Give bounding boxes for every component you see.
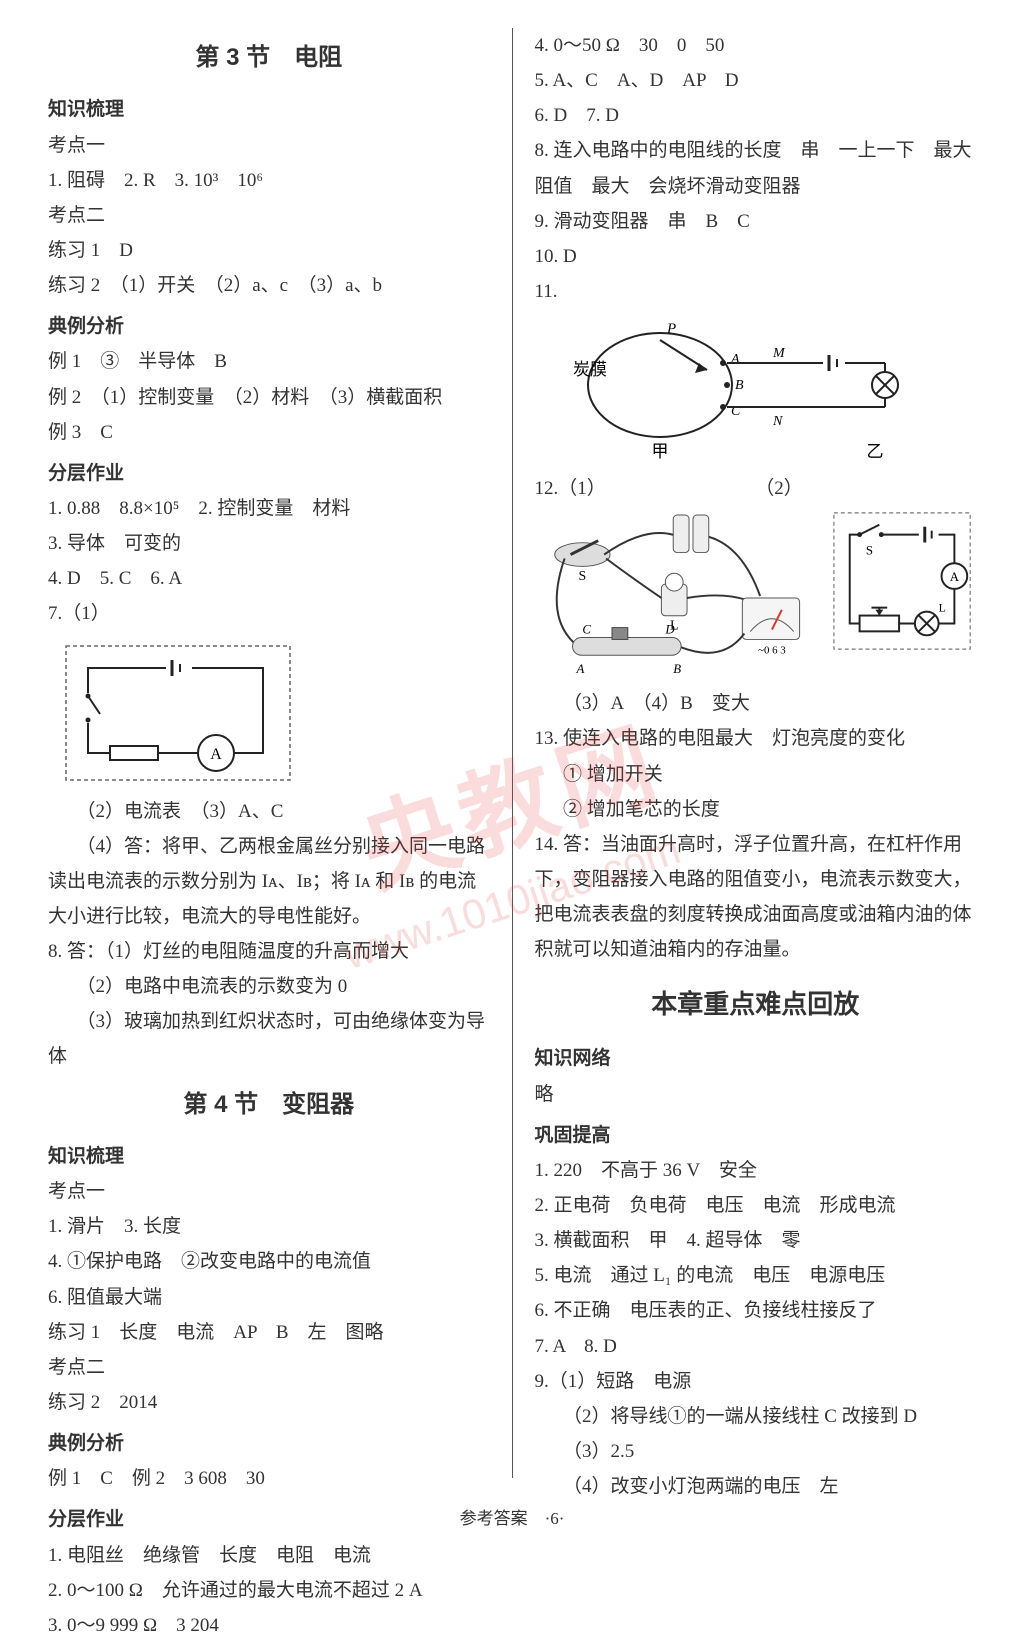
svg-text:S: S	[866, 544, 873, 558]
svg-text:C: C	[582, 623, 591, 637]
r-line12: ② 增加笔芯的长度	[535, 792, 977, 827]
kaodian-2-head: 考点二	[48, 198, 490, 233]
s4-dl-l1: 例 1 C 例 2 3 608 30	[48, 1461, 490, 1496]
kd2-line1: 练习 1 D	[48, 233, 490, 268]
svg-text:A: A	[575, 662, 584, 676]
heading-dianlifenxi-2: 典例分析	[48, 1426, 490, 1461]
rv-l9: （3）2.5	[535, 1434, 977, 1469]
s4-kd1-head: 考点一	[48, 1174, 490, 1209]
svg-text:B: B	[735, 378, 744, 393]
rv-l5: 6. 不正确 电压表的正、负接线柱接反了	[535, 1293, 977, 1328]
diagram-12-photo: S L ~0 6 3 C D	[535, 506, 816, 686]
r-line11: ① 增加开关	[535, 757, 977, 792]
s4-kd1-l2: 4. ①保护电路 ②改变电路中的电流值	[48, 1244, 490, 1279]
diagram-12: S L ~0 6 3 C D	[535, 506, 977, 686]
r-line6: 10. D	[535, 239, 977, 274]
r-line2: 5. A、C A、D AP D	[535, 63, 977, 98]
s4-kd1-l3: 6. 阻值最大端	[48, 1280, 490, 1315]
fc-line8: （2）电路中电流表的示数变为 0	[48, 969, 490, 1004]
s4-kd1-l1: 1. 滑片 3. 长度	[48, 1209, 490, 1244]
s4-kd1-l4: 练习 1 长度 电流 AP B 左 图略	[48, 1315, 490, 1350]
rv-zswl-l1: 略	[535, 1077, 977, 1112]
fc-line5: （2）电流表 （3）A、C	[48, 794, 490, 829]
rv-l4: 5. 电流 通过 L₁ 的电流 电压 电源电压	[535, 1258, 977, 1293]
r-line8a: 12.（1）	[535, 471, 756, 506]
fc-line4: 7.（1）	[48, 596, 490, 631]
svg-text:A: A	[950, 570, 960, 584]
kd2-line2: 练习 2 （1）开关 （2）a、c （3）a、b	[48, 268, 490, 303]
rv-l2: 2. 正电荷 负电荷 电压 电流 形成电流	[535, 1188, 977, 1223]
heading-zhishishuli-2: 知识梳理	[48, 1139, 490, 1174]
r-line7: 11.	[535, 274, 977, 309]
review-title: 本章重点难点回放	[535, 981, 977, 1029]
r-line1: 4. 0～50 Ω 30 0 50	[535, 28, 977, 63]
fc-line6: （4）答：将甲、乙两根金属丝分别接入同一电路读出电流表的示数分别为 Iᴀ、Iʙ；…	[48, 829, 490, 934]
rv-l3: 3. 横截面积 甲 4. 超导体 零	[535, 1223, 977, 1258]
r-line10: 13. 使连入电路的电阻最大 灯泡亮度的变化	[535, 721, 977, 756]
kaodian-1-head: 考点一	[48, 128, 490, 163]
rv-l1: 1. 220 不高于 36 V 安全	[535, 1153, 977, 1188]
svg-text:P: P	[666, 321, 676, 337]
svg-text:N: N	[772, 414, 783, 429]
rv-l6: 7. A 8. D	[535, 1329, 977, 1364]
heading-dianlifenxi-1: 典例分析	[48, 309, 490, 344]
r-line5: 9. 滑动变阻器 串 B C	[535, 204, 977, 239]
diagram-12-schematic: S A L	[828, 506, 976, 656]
dl-line1: 例 1 ③ 半导体 B	[48, 344, 490, 379]
left-column: 第 3 节 电阻 知识梳理 考点一 1. 阻碍 2. R 3. 10³ 10⁶ …	[48, 28, 490, 1478]
svg-text:乙: 乙	[867, 442, 884, 461]
s4-fc-l1: 1. 电阻丝 绝缘管 长度 电阻 电流	[48, 1538, 490, 1573]
r-line3: 6. D 7. D	[535, 98, 977, 133]
fc-line9: （3）玻璃加热到红炽状态时，可由绝缘体变为导体	[48, 1004, 490, 1074]
svg-text:L: L	[938, 601, 945, 615]
section-4-title: 第 4 节 变阻器	[48, 1083, 490, 1127]
svg-text:S: S	[578, 568, 586, 583]
r-line8b: （2）	[755, 471, 976, 506]
rv-l7: 9.（1）短路 电源	[535, 1364, 977, 1399]
diagram-7-1: A	[48, 638, 490, 788]
fc-line3: 4. D 5. C 6. A	[48, 561, 490, 596]
s4-kd2-head: 考点二	[48, 1350, 490, 1385]
section-3-title: 第 3 节 电阻	[48, 36, 490, 80]
rv-l10: （4）改变小灯泡两端的电压 左	[535, 1469, 977, 1504]
svg-text:B: B	[673, 662, 681, 676]
label-tanmo: 炭膜	[573, 360, 607, 379]
svg-text:A: A	[730, 352, 740, 367]
kd1-line1: 1. 阻碍 2. R 3. 10³ 10⁶	[48, 163, 490, 198]
svg-text:D: D	[664, 623, 675, 637]
s4-fc-l3: 3. 0～9 999 Ω 3 204	[48, 1608, 490, 1643]
heading-fencengzuoye-1: 分层作业	[48, 456, 490, 491]
dl-line2: 例 2 （1）控制变量 （2）材料 （3）横截面积	[48, 380, 490, 415]
svg-text:~0 6 3: ~0 6 3	[758, 645, 786, 657]
heading-zhishiwangluo: 知识网络	[535, 1041, 977, 1076]
heading-zhishishuli-1: 知识梳理	[48, 92, 490, 127]
s4-fc-l2: 2. 0～100 Ω 允许通过的最大电流不超过 2 A	[48, 1573, 490, 1608]
rv-l8: （2）将导线①的一端从接线柱 C 改接到 D	[535, 1399, 977, 1434]
r-line4: 8. 连入电路中的电阻线的长度 串 一上一下 最大阻值 最大 会烧坏滑动变阻器	[535, 133, 977, 203]
svg-text:甲: 甲	[652, 442, 669, 461]
dl-line3: 例 3 C	[48, 415, 490, 450]
fc-line1: 1. 0.88 8.8×10⁵ 2. 控制变量 材料	[48, 491, 490, 526]
r-line9: （3）A （4）B 变大	[535, 686, 977, 721]
svg-text:M: M	[772, 346, 786, 361]
heading-gonggutigao: 巩固提高	[535, 1118, 977, 1153]
column-divider	[512, 28, 513, 1478]
svg-text:A: A	[210, 746, 222, 763]
r-line13: 14. 答：当油面升高时，浮子位置升高，在杠杆作用下，变阻器接入电路的阻值变小，…	[535, 827, 977, 968]
s4-kd2-l1: 练习 2 2014	[48, 1385, 490, 1420]
diagram-11: 炭膜 P A B C M N	[535, 315, 977, 465]
page-columns: 第 3 节 电阻 知识梳理 考点一 1. 阻碍 2. R 3. 10³ 10⁶ …	[48, 28, 976, 1478]
page-footer: 参考答案 ·6·	[0, 1503, 1024, 1534]
fc-line7: 8. 答：（1）灯丝的电阻随温度的升高而增大	[48, 934, 490, 969]
right-column: 4. 0～50 Ω 30 0 50 5. A、C A、D AP D 6. D 7…	[535, 28, 977, 1478]
fc-line2: 3. 导体 可变的	[48, 526, 490, 561]
